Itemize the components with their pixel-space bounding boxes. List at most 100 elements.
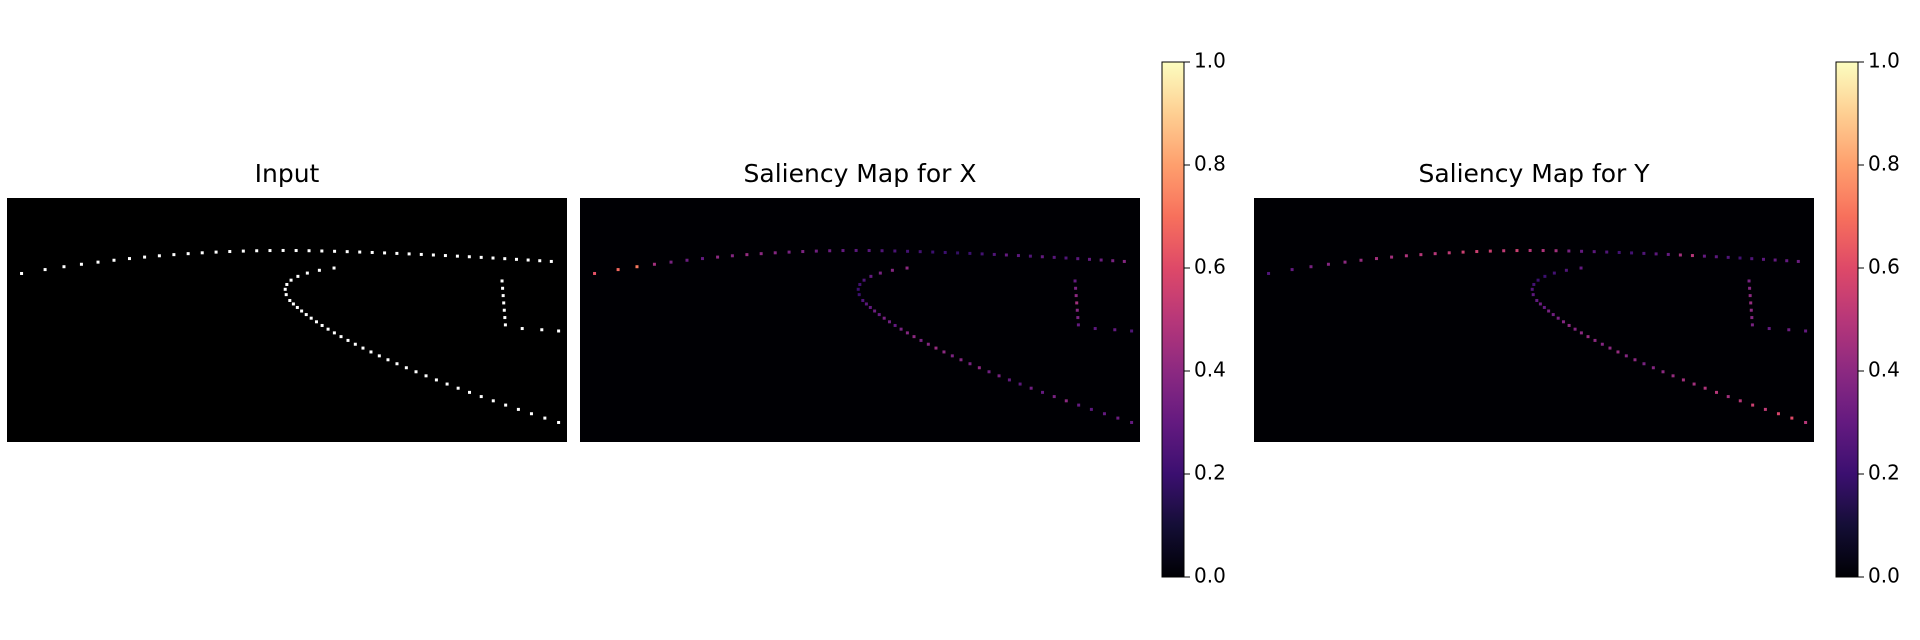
input-point xyxy=(268,249,272,253)
saliency-point xyxy=(716,255,720,259)
input-point xyxy=(300,309,304,313)
input-point xyxy=(284,293,288,297)
input-point xyxy=(346,338,350,342)
saliency-point xyxy=(1102,412,1106,416)
input-point xyxy=(455,254,459,258)
saliency-point xyxy=(1749,301,1753,305)
input-point xyxy=(424,374,428,378)
saliency-point xyxy=(1536,278,1540,282)
saliency-point xyxy=(1419,253,1423,257)
saliency-point xyxy=(1076,316,1080,320)
image-background xyxy=(1254,198,1814,442)
saliency-point xyxy=(1093,327,1097,331)
saliency-point xyxy=(1605,250,1609,254)
saliency-point xyxy=(1502,249,1506,253)
colorbar-tick-label: 0.2 xyxy=(1194,461,1226,485)
saliency-point xyxy=(912,335,916,339)
saliency-point xyxy=(1028,254,1032,258)
saliency-point xyxy=(1747,279,1751,283)
colorbar-tick-label: 0.4 xyxy=(1194,358,1226,382)
saliency-point xyxy=(1075,301,1079,305)
input-point xyxy=(520,327,524,331)
saliency-point xyxy=(1076,257,1080,261)
input-point xyxy=(501,294,505,298)
saliency-point xyxy=(1633,358,1637,362)
saliency-point xyxy=(593,271,597,275)
input-point xyxy=(296,274,300,278)
saliency-point xyxy=(1556,316,1560,320)
saliency-point xyxy=(828,249,832,253)
saliency-point xyxy=(959,358,963,362)
saliency-point xyxy=(1016,254,1020,258)
saliency-point xyxy=(1573,327,1577,331)
saliency-point xyxy=(1077,403,1081,407)
input-point xyxy=(305,271,309,275)
saliency-point xyxy=(1374,257,1378,261)
saliency-point xyxy=(1579,266,1583,270)
saliency-point xyxy=(880,249,884,253)
saliency-point xyxy=(730,254,734,258)
saliency-point xyxy=(905,331,909,335)
colorbar-tick-label: 0.0 xyxy=(1194,564,1226,588)
input-point xyxy=(241,249,245,253)
input-point xyxy=(503,257,507,261)
image-background xyxy=(580,198,1140,442)
input-point xyxy=(172,253,176,257)
saliency-point xyxy=(1666,252,1670,256)
saliency-point xyxy=(899,327,903,331)
saliency-point xyxy=(773,251,777,255)
saliency-point xyxy=(869,274,873,278)
saliency-point xyxy=(1359,258,1363,262)
saliency-point xyxy=(1726,395,1730,399)
saliency-point xyxy=(1532,282,1536,286)
input-point xyxy=(20,271,24,275)
saliency-point xyxy=(997,374,1001,378)
saliency-point xyxy=(1113,328,1117,332)
colorbar xyxy=(1161,61,1185,578)
saliency-point xyxy=(1538,302,1542,306)
saliency-point xyxy=(1761,257,1765,261)
saliency-point xyxy=(1671,374,1675,378)
saliency-point xyxy=(1702,254,1706,258)
saliency-point xyxy=(1776,412,1780,416)
saliency-point xyxy=(893,249,897,253)
saliency-point xyxy=(685,258,689,262)
input-point xyxy=(502,301,506,305)
input-point xyxy=(358,250,362,254)
saliency-point xyxy=(977,366,981,370)
saliency-point xyxy=(759,252,763,256)
saliency-point xyxy=(1600,342,1604,346)
saliency-point xyxy=(1267,271,1271,275)
saliency-point xyxy=(1052,395,1056,399)
saliency-point xyxy=(1475,250,1479,254)
panel-title: Saliency Map for X xyxy=(744,159,977,188)
saliency-point xyxy=(1790,416,1794,420)
saliency-point xyxy=(1690,254,1694,258)
saliency-point xyxy=(1773,258,1777,262)
saliency-point xyxy=(1073,279,1077,283)
saliency-point xyxy=(1726,255,1730,259)
saliency-point xyxy=(1750,257,1754,261)
input-point xyxy=(291,302,295,306)
saliency-point xyxy=(1561,320,1565,324)
saliency-point xyxy=(1593,338,1597,342)
saliency-point xyxy=(1074,294,1078,298)
input-point xyxy=(479,255,483,259)
input-point xyxy=(502,308,506,312)
input-point xyxy=(309,316,313,320)
saliency-point xyxy=(1630,251,1634,255)
input-point xyxy=(157,254,161,258)
saliency-point xyxy=(1750,316,1754,320)
colorbar-tick-label: 0.8 xyxy=(1868,152,1900,176)
input-point xyxy=(96,260,100,264)
image-background xyxy=(7,198,567,442)
input-point xyxy=(295,305,299,309)
saliency-point xyxy=(931,250,935,254)
saliency-point xyxy=(906,249,910,253)
saliency-point xyxy=(1608,346,1612,350)
input-point xyxy=(377,354,381,358)
saliency-point xyxy=(1785,259,1789,263)
input-point xyxy=(407,252,411,256)
saliency-point xyxy=(926,342,930,346)
